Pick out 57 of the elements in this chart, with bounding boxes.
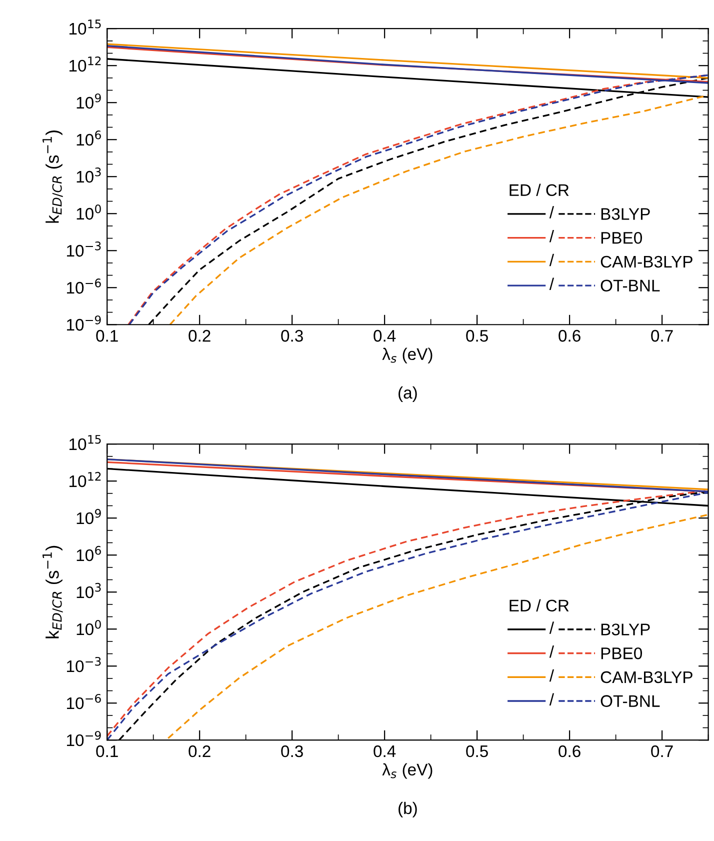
y-tick-label: 10$^{0}$	[76, 620, 101, 636]
legend-label: B3LYP	[601, 208, 650, 220]
legend-title: ED / CR	[510, 599, 569, 612]
text: /	[549, 254, 554, 266]
legend-label: CAM-B3LYP	[600, 671, 692, 684]
x-tick-label: 0.7	[651, 330, 673, 342]
x-tick-label: 0.6	[558, 330, 580, 342]
legend-label: B3LYP	[601, 624, 650, 636]
legend-label: PBE0	[601, 647, 642, 660]
x-tick-label: 0.6	[558, 745, 580, 758]
x-tick-label: 0.4	[374, 330, 396, 342]
annotation: /	[549, 622, 554, 634]
y-tick-label: 10$^{−3}$	[67, 656, 101, 672]
y-axis-title: k$_{ED/CR}$ (s$^{−1}$)	[42, 130, 63, 223]
legend-title: ED / CR	[510, 184, 569, 196]
y-tick-label: 10$^{−6}$	[67, 278, 101, 294]
x-tick-label: 0.4	[374, 745, 396, 758]
line-series	[167, 514, 708, 740]
y-tick-label: 10$^{12}$	[70, 472, 101, 488]
y-tick-label: 10$^{6}$	[76, 130, 101, 146]
y-tick-label: 10$^{15}$	[70, 435, 101, 450]
x-tick-label: 0.5	[466, 745, 488, 758]
x-tick-label: 0.1	[96, 330, 118, 342]
text: (b)	[398, 802, 417, 818]
x-tick-label: 0.2	[188, 745, 210, 758]
y-tick-label: 10$^{6}$	[76, 546, 101, 562]
y-tick-label: 10$^{9}$	[76, 508, 101, 524]
legend-label: OT-BNL	[600, 280, 660, 292]
x-axis-title: λ$_{s}$ (eV)	[382, 348, 432, 364]
y-tick-label: 10$^{3}$	[76, 582, 101, 598]
text: /	[549, 278, 554, 290]
text: (a)	[398, 386, 417, 402]
legend-label: PBE0	[601, 232, 642, 244]
x-tick-label: 0.7	[651, 745, 673, 758]
x-tick-label: 0.2	[188, 330, 210, 342]
text: /	[549, 669, 554, 682]
text: /	[549, 693, 554, 706]
legend-label: OT-BNL	[600, 695, 660, 707]
x-tick-label: 0.3	[281, 330, 303, 342]
y-tick-label: 10$^{−9}$	[67, 316, 101, 331]
y-axis-title: k$_{ED/CR}$ (s$^{−1}$)	[42, 546, 63, 638]
x-axis-title: λ$_{s}$ (eV)	[382, 763, 432, 779]
annotation: /	[549, 206, 554, 218]
text: /	[549, 230, 554, 242]
y-tick-label: 10$^{12}$	[70, 56, 101, 72]
y-tick-label: 10$^{−3}$	[67, 241, 101, 257]
x-tick-label: 0.1	[96, 745, 118, 758]
y-tick-label: 10$^{−9}$	[67, 730, 101, 746]
y-tick-label: 10$^{0}$	[76, 204, 101, 220]
y-tick-label: 10$^{3}$	[76, 167, 101, 183]
y-tick-label: 10$^{−6}$	[67, 694, 101, 710]
y-tick-label: 10$^{9}$	[76, 93, 101, 109]
x-tick-label: 0.3	[281, 745, 303, 758]
text: /	[549, 645, 554, 658]
y-tick-label: 10$^{15}$	[70, 20, 101, 35]
legend-label: CAM-B3LYP	[600, 256, 692, 268]
x-tick-label: 0.5	[466, 330, 488, 342]
